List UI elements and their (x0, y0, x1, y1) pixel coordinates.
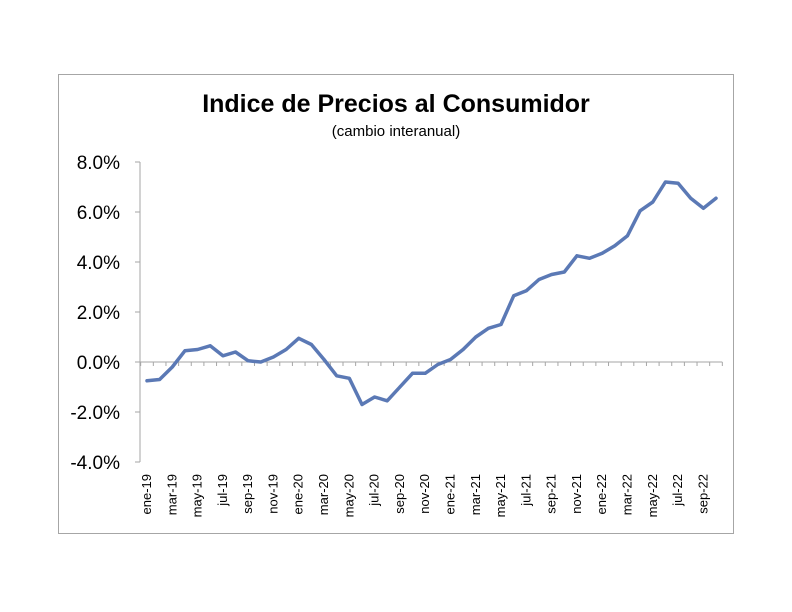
data-point (246, 359, 250, 363)
x-tick-label: may-19 (190, 474, 205, 517)
data-point (512, 294, 516, 298)
chart-title: Indice de Precios al Consumidor (202, 90, 590, 118)
data-point (663, 180, 667, 184)
data-point (537, 278, 541, 281)
x-tick-label: sep-21 (544, 474, 559, 514)
data-point (208, 344, 212, 348)
data-point (183, 349, 187, 353)
data-point (145, 379, 149, 383)
x-tick-label: ene-22 (594, 474, 609, 514)
y-tick-labels: 8.0% 6.0% 4.0% 2.0% 0.0% -2.0% -4.0% (70, 153, 120, 474)
data-point (626, 234, 629, 238)
data-point (499, 323, 503, 326)
data-point (676, 181, 680, 185)
data-point (613, 244, 617, 248)
data-point (714, 196, 718, 200)
x-tick-label: may-22 (645, 474, 660, 517)
x-tick-label: mar-20 (316, 474, 331, 515)
data-point (335, 374, 339, 378)
y-tick-label: 2.0% (77, 303, 120, 324)
x-tick-label: sep-22 (695, 474, 710, 514)
y-tick-label: -4.0% (70, 453, 120, 474)
y-tick-label: -2.0% (70, 403, 120, 424)
x-tick-label: sep-20 (392, 474, 407, 514)
x-tick-label: ene-20 (291, 474, 306, 514)
data-point (588, 256, 592, 260)
data-point (297, 336, 301, 340)
data-point (449, 358, 452, 361)
x-tick-label: nov-21 (569, 474, 584, 514)
data-point (360, 403, 364, 406)
data-point (322, 358, 326, 361)
data-point (234, 350, 237, 354)
x-tick-label: nov-19 (265, 474, 280, 514)
chart-subtitle: (cambio interanual) (332, 123, 460, 140)
x-tick-label: mar-21 (468, 474, 483, 515)
data-point (259, 360, 263, 364)
data-point (309, 343, 313, 346)
x-tick-label: jul-20 (367, 474, 382, 507)
data-point (600, 251, 604, 255)
series (145, 180, 718, 407)
data-point (398, 385, 402, 389)
x-tick-label: may-20 (341, 474, 356, 517)
data-point (701, 206, 705, 210)
data-point (196, 348, 200, 351)
data-point (550, 273, 554, 276)
data-point (638, 209, 642, 213)
data-point (436, 363, 440, 366)
data-point (373, 395, 377, 399)
data-point (562, 270, 566, 274)
x-tick-label: jul-19 (215, 474, 230, 507)
data-point (651, 200, 655, 204)
x-tick-label: sep-19 (240, 474, 255, 514)
data-point (284, 348, 288, 351)
y-tick-label: 6.0% (77, 203, 120, 224)
y-tick-label: 4.0% (77, 253, 120, 274)
data-point (486, 326, 490, 330)
y-tick-label: 8.0% (77, 153, 120, 174)
axes (135, 161, 723, 463)
data-point (689, 196, 693, 200)
data-point (411, 371, 414, 375)
x-tick-label: jul-22 (670, 474, 685, 507)
chart-frame (58, 74, 734, 534)
x-tick-label: may-21 (493, 474, 508, 517)
x-tick-label: mar-22 (619, 474, 634, 515)
y-tick-label: 0.0% (77, 353, 120, 374)
data-point (575, 254, 579, 258)
x-tick-label: jul-21 (518, 474, 533, 507)
x-tick-label: ene-21 (442, 474, 457, 514)
data-point (221, 354, 225, 358)
data-point (385, 399, 389, 403)
data-point (423, 371, 427, 375)
series-line (145, 180, 718, 407)
data-point (170, 365, 174, 369)
data-point (461, 348, 465, 351)
data-point (271, 355, 275, 359)
data-point (474, 335, 478, 339)
x-tick-labels: ene-19 mar-19 may-19 jul-19 sep-19 nov-19 ene-… (139, 474, 710, 517)
x-tick-label: nov-20 (417, 474, 432, 514)
data-point (347, 376, 351, 380)
x-tick-label: ene-19 (139, 474, 154, 514)
data-point (158, 378, 162, 381)
data-point (524, 289, 528, 293)
x-tick-label: mar-19 (164, 474, 179, 515)
